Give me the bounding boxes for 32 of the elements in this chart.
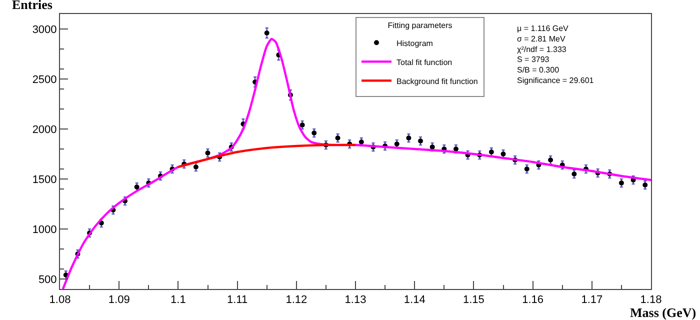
- x-tick-label: 1.16: [522, 294, 544, 306]
- annotation: S = 3793: [517, 55, 550, 64]
- x-tick-label: 1.14: [404, 294, 426, 306]
- y-tick-label: 1500: [32, 174, 57, 186]
- line-series: [177, 144, 357, 168]
- y-tick-label: 3000: [32, 24, 57, 36]
- x-tick-label: 1.15: [462, 294, 484, 306]
- annotation: Significance = 29.601: [517, 76, 594, 85]
- legend-label: Background fit function: [396, 76, 478, 86]
- annotation: μ = 1.116 GeV: [517, 24, 570, 33]
- x-tick-label: 1.09: [108, 294, 130, 306]
- y-tick-label: 1000: [32, 224, 57, 236]
- y-tick-label: 2500: [32, 74, 57, 86]
- x-tick-label: 1.08: [49, 294, 71, 306]
- annotation: S/B = 0.300: [517, 66, 560, 75]
- line-series: [62, 38, 651, 289]
- y-tick-label: 2000: [32, 124, 57, 136]
- x-tick-label: 1.18: [640, 294, 662, 306]
- y-axis-title: Entries: [12, 0, 52, 12]
- x-tick-label: 1.1: [170, 294, 186, 306]
- y-tick-label: 500: [38, 274, 57, 286]
- point: [264, 30, 270, 36]
- x-tick-label: 1.17: [581, 294, 603, 306]
- x-axis-title: Mass (GeV): [630, 305, 696, 320]
- annotation: χ²/ndf = 1.333: [517, 44, 567, 54]
- x-tick-label: 1.11: [227, 294, 248, 306]
- legend-title: Fitting parameters: [388, 21, 452, 30]
- x-tick-label: 1.12: [286, 294, 308, 306]
- legend-label: Total fit function: [396, 58, 452, 67]
- x-tick-label: 1.13: [344, 294, 366, 306]
- legend-label: Histogram: [396, 38, 434, 48]
- annotation: σ = 2.81 MeV: [517, 34, 566, 44]
